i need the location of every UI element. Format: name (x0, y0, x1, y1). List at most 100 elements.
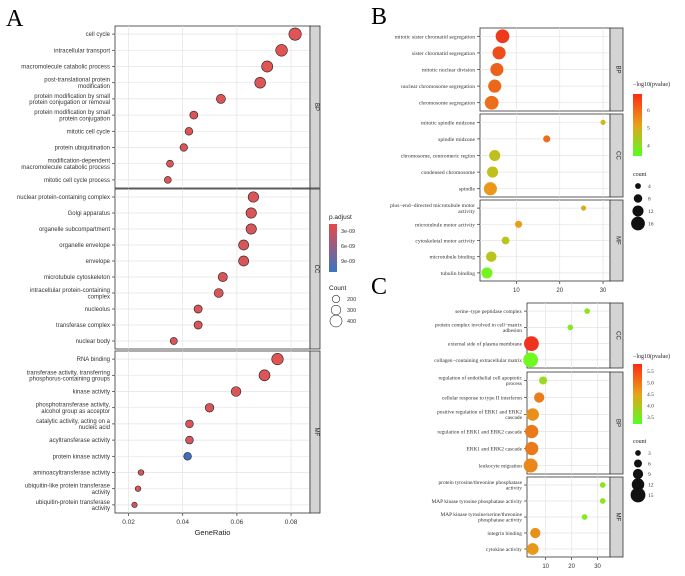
facet-mf: MF RNA binding transferase activity, trans… (25, 350, 321, 514)
data-point (490, 62, 504, 77)
color-legend-tick: 3.5 (647, 415, 654, 421)
y-tick-label: mitotic sister chromatid segregation (395, 34, 476, 40)
data-point (288, 27, 302, 41)
facet-strip-label: CC (615, 151, 621, 160)
size-legend-circle (633, 194, 643, 203)
y-tick-label: chromosome, centromeric region (401, 153, 475, 159)
color-legend: −log10(pvalue) 6 5 4 (633, 81, 670, 156)
data-point (166, 159, 174, 168)
data-point (245, 223, 257, 235)
data-point (217, 272, 228, 282)
y-tick-label: cell cycle (86, 32, 111, 38)
y-tick-label: spindle (459, 187, 476, 193)
y-tick-label: MAP kinase tyrosine/serine/threonine phos… (440, 512, 522, 524)
y-tick-label: intracellular protein-containing complex (30, 288, 110, 300)
data-point (213, 288, 224, 298)
x-tick-label: 0.04 (176, 519, 189, 526)
y-tick-label: cellular response to type II interferon (442, 394, 522, 401)
data-point (204, 403, 215, 413)
data-point (189, 110, 199, 120)
color-legend: p.adjust 3e-09 6e-09 9e-09 (329, 214, 355, 272)
y-tick-label: spindle midzone (438, 137, 475, 143)
y-tick-label: microtubule motor activity (415, 222, 475, 228)
y-tick-label: organelle subcompartment (39, 227, 110, 233)
size-legend-label: 12 (648, 483, 654, 489)
size-legend-label: 300 (347, 308, 356, 314)
data-point (495, 29, 510, 44)
facet-strip-label: MF (615, 236, 621, 245)
size-legend-label: 16 (648, 222, 654, 228)
color-legend-title: −log10(pvalue) (633, 81, 670, 88)
facet-strip (609, 302, 624, 369)
size-legend-label: 400 (347, 319, 356, 325)
data-point (137, 469, 145, 476)
size-legend-circle (632, 468, 644, 480)
color-legend: −log10(pvalue) 5.5 5.0 4.5 4.0 3.5 (633, 353, 670, 424)
color-legend-tick: 5.5 (647, 369, 654, 375)
color-legend-tick: 6 (647, 108, 650, 114)
color-legend-tick: 4 (647, 143, 650, 149)
facet-cc: CC serine−type peptidase complex protein c… (434, 302, 624, 369)
facet-bp: BP regulation of endothelial cell apoptot… (437, 371, 624, 475)
size-legend-circle (631, 478, 645, 491)
color-legend-bar (633, 364, 642, 424)
data-point (185, 435, 194, 445)
data-point (271, 353, 284, 366)
facet-strip (609, 371, 624, 475)
size-legend-label: 9 (648, 472, 651, 478)
facet-frame (114, 350, 311, 514)
data-point (254, 76, 266, 89)
data-point (131, 501, 138, 508)
data-point (526, 408, 539, 421)
facet-strip-label: BP (615, 419, 621, 427)
facet-bp: BP cell cycle intracellular transport macro… (21, 25, 321, 189)
size-legend-circle (632, 205, 644, 217)
x-tick-label: 0.06 (231, 519, 244, 526)
y-tick-label: condensed chromosome (421, 170, 475, 176)
y-tick-label: transferase activity, transferring phosph… (27, 370, 110, 382)
x-tick-label: 30 (600, 288, 607, 294)
data-point (484, 95, 499, 110)
data-point (486, 251, 497, 262)
size-legend-label: 15 (648, 493, 654, 499)
size-legend-circle (634, 459, 642, 468)
color-legend-bar (329, 224, 337, 272)
size-legend-label: 12 (648, 209, 654, 215)
y-tick-label: phosphotransferase activity, alcohol grou… (36, 403, 111, 415)
data-point (524, 336, 539, 352)
size-legend-circle (329, 314, 343, 328)
y-tick-label: modification-dependent macromolecule cata… (21, 159, 110, 171)
data-point (481, 267, 493, 279)
color-legend-tick: 5 (647, 126, 650, 132)
color-legend-tick: 3e-09 (341, 229, 355, 235)
data-point (523, 458, 538, 473)
data-point (169, 337, 178, 345)
size-legend-label: 4 (648, 184, 651, 190)
y-tick-label: Golgi apparatus (68, 211, 110, 217)
y-tick-label: integrin binding (487, 531, 522, 537)
color-legend-bar (633, 94, 642, 156)
y-tick-label: positive regulation of ERK1 and ERK2 casc… (437, 409, 522, 422)
panel-label-b: B (371, 4, 387, 30)
y-tick-label: post-translational protein modification (44, 78, 110, 90)
y-tick-label: ERK1 and ERK2 cascade (466, 446, 522, 452)
y-tick-label: chromosome segregation (419, 101, 475, 107)
y-tick-label: RNA binding (77, 357, 110, 363)
x-tick-label: 10 (513, 288, 520, 294)
y-tick-label: collagen−containing extracellular matrix (434, 358, 522, 364)
y-tick-label: macromolecule catabolic process (21, 65, 110, 71)
size-legend-circle (330, 304, 342, 316)
facet-strip-label: BP (615, 65, 621, 73)
data-point (238, 239, 249, 251)
size-legend-label: 200 (347, 297, 356, 303)
data-point (483, 182, 497, 196)
size-legend-title: Count (329, 285, 347, 292)
y-tick-label: kinase activity (73, 390, 110, 396)
y-tick-label: aminoacyltransferase activity (33, 471, 110, 477)
y-tick-label: nuclear chromosome segregation (401, 84, 475, 90)
data-point (230, 386, 242, 397)
data-point (580, 205, 587, 211)
panel-label-a: A (6, 6, 24, 32)
panel-a: BP cell cycle intracellular transport macro… (17, 25, 356, 537)
facet-mf: MF protein tyrosine/threonine phosphatase… (431, 476, 624, 558)
